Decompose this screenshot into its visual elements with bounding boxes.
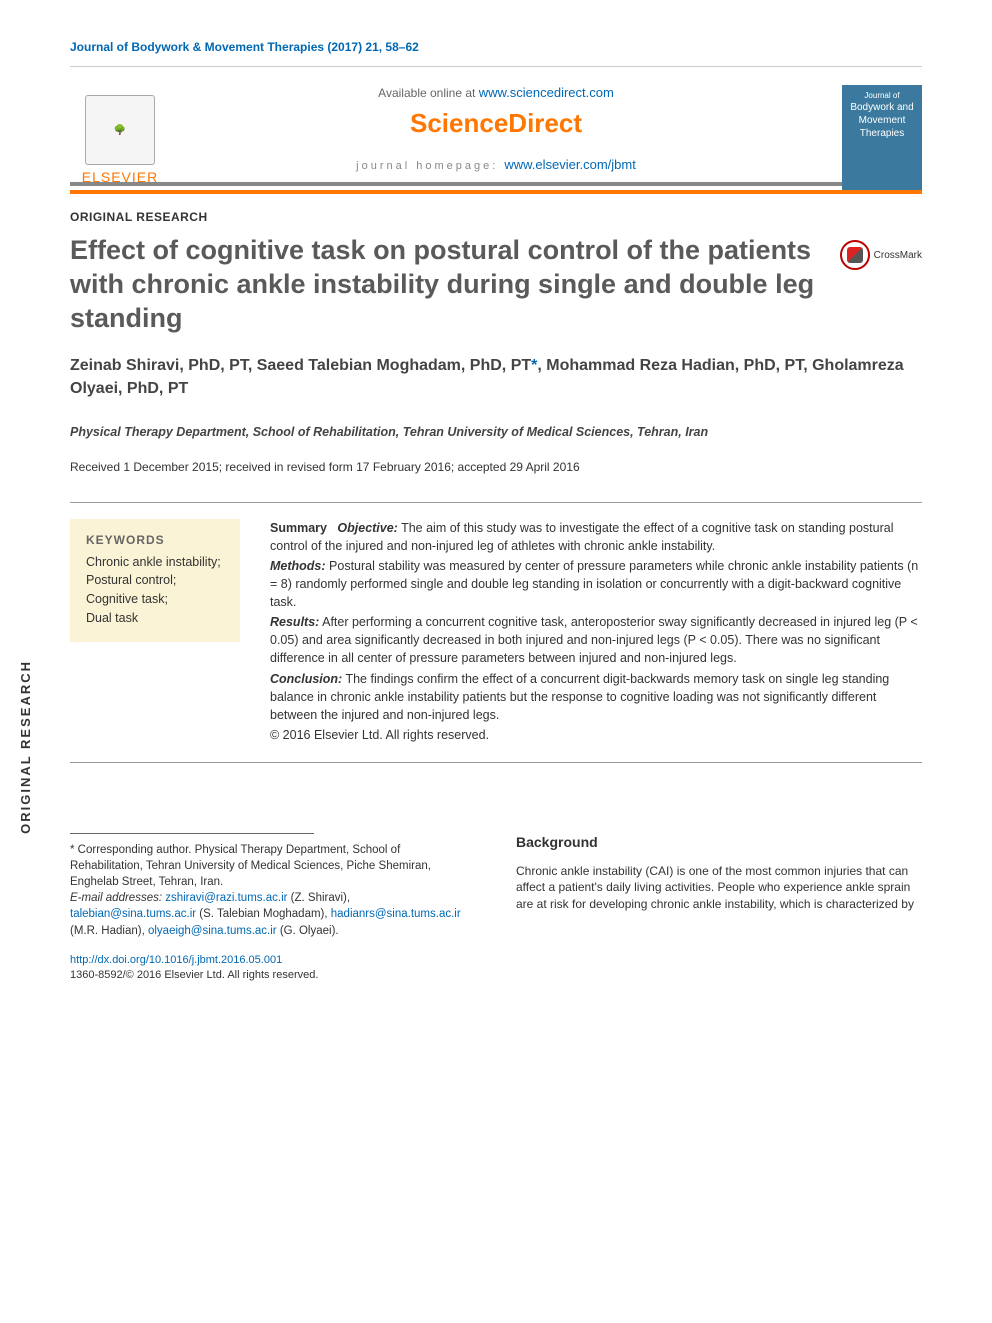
abstract-copyright: © 2016 Elsevier Ltd. All rights reserved… [270,726,922,744]
conclusion-text: The findings confirm the effect of a con… [270,672,889,722]
left-column: * Corresponding author. Physical Therapy… [70,833,476,983]
issn-copyright: 1360-8592/© 2016 Elsevier Ltd. All right… [70,968,476,983]
email-3[interactable]: hadianrs@sina.tums.ac.ir [331,908,461,920]
side-label: ORIGINAL RESEARCH [18,660,33,834]
email-label: E-mail addresses: [70,892,165,904]
journal-cover-title: Bodywork and Movement Therapies [848,101,916,140]
sciencedirect-url[interactable]: www.sciencedirect.com [479,85,614,100]
homepage-label: journal homepage: [356,160,504,172]
corresponding-star[interactable]: * [531,357,537,374]
page-container: Journal of Bodywork & Movement Therapies… [0,0,992,1013]
footnote-divider [70,833,314,834]
conclusion-label: Conclusion: [270,672,342,686]
doi-block: http://dx.doi.org/10.1016/j.jbmt.2016.05… [70,953,476,984]
background-heading: Background [516,833,922,853]
abstract-row: KEYWORDS Chronic ankle instability; Post… [70,503,922,763]
email-2[interactable]: talebian@sina.tums.ac.ir [70,908,196,920]
objective-label: Objective: [337,521,397,535]
keywords-heading: KEYWORDS [86,533,224,547]
homepage-url[interactable]: www.elsevier.com/jbmt [504,157,635,172]
elsevier-text: ELSEVIER [82,169,158,185]
name-2: (S. Talebian Moghadam), [196,908,331,920]
name-4: (G. Olyaei). [277,925,339,937]
methods-label: Methods: [270,559,326,573]
crossmark-badge[interactable]: CrossMark [840,240,922,270]
header-citation: Journal of Bodywork & Movement Therapies… [70,40,922,54]
sciencedirect-logo[interactable]: ScienceDirect [410,108,582,139]
email-footnote: E-mail addresses: zshiravi@razi.tums.ac.… [70,890,476,938]
elsevier-logo[interactable]: 🌳 ELSEVIER [70,85,170,185]
summary-label: Summary [270,521,327,535]
keywords-list: Chronic ankle instability; Postural cont… [86,553,224,628]
results-label: Results: [270,615,319,629]
name-3: (M.R. Hadian), [70,925,148,937]
article-dates: Received 1 December 2015; received in re… [70,460,922,474]
background-para: Chronic ankle instability (CAI) is one o… [516,863,922,913]
affiliation: Physical Therapy Department, School of R… [70,424,922,442]
results-text: After performing a concurrent cognitive … [270,615,918,665]
crossmark-label: CrossMark [874,250,922,261]
doi-link[interactable]: http://dx.doi.org/10.1016/j.jbmt.2016.05… [70,953,476,968]
abstract-body: Summary Objective: The aim of this study… [270,519,922,747]
orange-divider [70,190,922,194]
title-row: Effect of cognitive task on postural con… [70,234,922,335]
right-column: Background Chronic ankle instability (CA… [516,833,922,983]
authors-list: Zeinab Shiravi, PhD, PT, Saeed Talebian … [70,355,922,400]
name-1: (Z. Shiravi), [287,892,350,904]
crossmark-icon [840,240,870,270]
email-1[interactable]: zshiravi@razi.tums.ac.ir [165,892,287,904]
body-columns: * Corresponding author. Physical Therapy… [70,833,922,983]
divider-bottom [70,762,922,763]
elsevier-tree-icon: 🌳 [85,95,155,165]
corresponding-footnote: * Corresponding author. Physical Therapy… [70,842,476,890]
header-block: 🌳 ELSEVIER Journal of Bodywork and Movem… [70,66,922,186]
email-4[interactable]: olyaeigh@sina.tums.ac.ir [148,925,277,937]
journal-cover-thumbnail[interactable]: Journal of Bodywork and Movement Therapi… [842,85,922,190]
available-online-label: Available online at [378,86,479,100]
article-type: ORIGINAL RESEARCH [70,210,922,224]
methods-text: Postural stability was measured by cente… [270,559,918,609]
article-title: Effect of cognitive task on postural con… [70,234,820,335]
keywords-box: KEYWORDS Chronic ankle instability; Post… [70,519,240,642]
